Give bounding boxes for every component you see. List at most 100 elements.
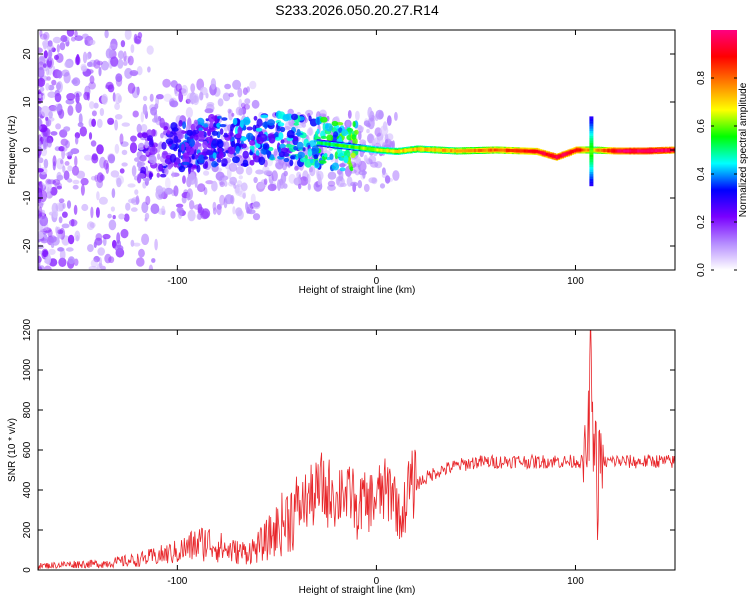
ridge-segment [481,148,485,152]
noise-blob [196,213,201,220]
x-tick-label: -100 [167,576,187,587]
signal-blob [188,165,191,175]
noise-blob [212,201,217,211]
noise-blob [85,53,91,60]
noise-blob [257,182,265,190]
noise-blob [62,144,68,152]
ridge-segment [603,149,606,152]
noise-blob [75,136,79,145]
signal-blob [280,139,285,144]
noise-blob [251,99,260,109]
signal-blob [325,123,333,132]
noise-blob [115,73,123,83]
signal-blob [309,159,314,164]
noise-blob [56,158,65,170]
signal-blob [160,132,164,139]
noise-blob [193,204,202,210]
noise-blob [91,118,96,128]
noise-blob [96,60,103,66]
noise-blob [59,42,66,51]
noise-blob [228,162,238,172]
noise-blob [38,93,42,99]
noise-blob [43,50,48,59]
noise-blob [114,143,120,154]
noise-blob [316,170,324,181]
noise-blob [77,122,84,128]
noise-blob [114,114,123,120]
signal-blob [208,113,216,123]
noise-blob [382,121,388,131]
ridge-segment [625,149,628,153]
signal-blob [173,146,178,152]
noise-blob [57,247,64,252]
noise-blob [381,167,386,175]
ridge-segment [346,144,350,148]
noise-blob [80,184,85,196]
ridge-segment [412,148,415,151]
feature-spike [589,176,594,179]
feature-spike [589,147,594,151]
noise-blob [64,161,70,166]
noise-blob [245,166,253,176]
signal-blob [209,120,213,129]
signal-blob [339,167,346,172]
signal-blob [252,153,257,160]
noise-blob [119,133,124,145]
ridge-segment [350,145,354,149]
noise-blob [164,187,174,195]
ridge-segment [479,148,483,152]
signal-blob [293,146,298,151]
ridge-segment [428,148,431,152]
noise-blob [307,127,314,135]
ridge-segment [404,149,407,152]
ridge-segment [639,149,642,153]
signal-blob [158,163,164,172]
signal-blob [302,147,306,152]
signal-blob [256,118,263,127]
noise-blob [192,93,200,106]
noise-blob [190,83,196,93]
noise-blob [116,177,122,188]
noise-blob [54,54,59,61]
noise-blob [144,212,150,220]
ridge-segment [408,148,411,152]
noise-blob [42,139,47,151]
ridge-segment [609,149,612,153]
ridge-segment [501,148,505,152]
noise-blob [72,184,79,190]
noise-blob [67,165,73,172]
ridge-segment [553,155,557,159]
ridge-segment [525,149,529,153]
noise-blob [130,135,137,142]
noise-blob [38,77,46,87]
noise-blob [89,222,96,229]
signal-blob [289,159,294,167]
ridge-segment [454,149,457,153]
noise-blob [38,250,43,255]
noise-blob [86,221,95,231]
ridge-segment [320,141,324,145]
y-tick-label: 0 [22,147,33,153]
colorbar-tick-label: 0.2 [696,215,707,229]
feature-spike [589,128,594,131]
noise-blob [189,200,195,210]
noise-blob [89,101,95,110]
ridge-segment [400,149,403,153]
ridge-segment [539,151,543,155]
noise-blob [61,69,70,77]
noise-blob [52,179,61,186]
ridge-segment [563,152,567,156]
noise-blob [231,112,235,117]
signal-blob [260,114,269,119]
signal-blob [334,151,339,160]
signal-blob [280,126,286,133]
snr-line [38,330,675,570]
noise-blob [204,108,214,114]
noise-blob [339,182,347,187]
noise-blob [163,93,172,103]
signal-blob [137,173,146,179]
signal-blob [283,157,290,163]
noise-blob [111,188,116,199]
ridge-segment [561,153,565,157]
